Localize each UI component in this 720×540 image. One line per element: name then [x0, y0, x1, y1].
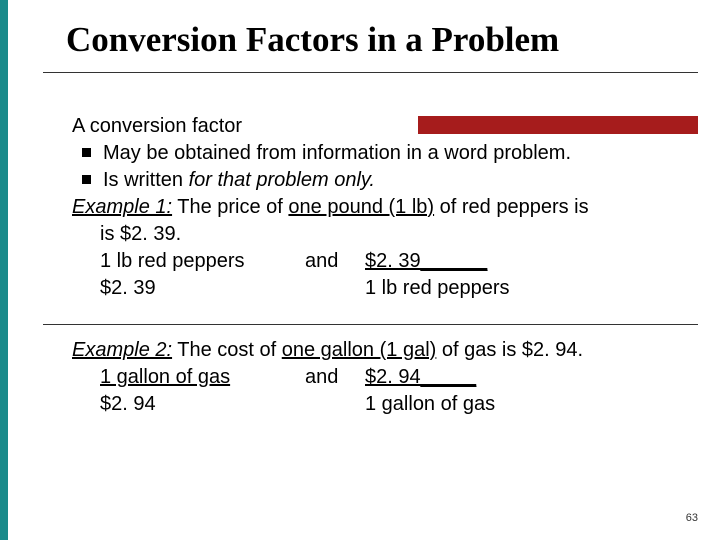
slide-number: 63 — [686, 512, 698, 524]
example-text: of red peppers is — [434, 196, 589, 218]
example-underlined: one gallon (1 gal) — [282, 339, 437, 361]
conversion-pair-row: 1 lb red peppers and $2. 39______ — [72, 248, 690, 275]
slide-title: Conversion Factors in a Problem — [8, 20, 720, 72]
example-label: Example 2: — [72, 339, 172, 361]
divider-rule — [43, 324, 698, 325]
slide: Conversion Factors in a Problem A conver… — [0, 0, 720, 540]
pair-and: and — [305, 248, 365, 275]
pair-spacer — [305, 275, 365, 302]
example-price-line: is $2. 39. — [72, 221, 690, 248]
bullet-item: Is written for that problem only. — [72, 167, 690, 194]
pair-spacer — [305, 391, 365, 418]
bullet-item: May be obtained from information in a wo… — [72, 140, 690, 167]
pair-top-left: 1 lb red peppers — [100, 248, 305, 275]
pair-bot-right: 1 gallon of gas — [365, 391, 495, 418]
pair-top-right: $2. 94_____ — [365, 364, 476, 391]
conversion-pair-row: 1 gallon of gas and $2. 94_____ — [72, 364, 690, 391]
example-text: The cost of — [172, 339, 282, 361]
example-text: The price of — [172, 196, 288, 218]
bullet-icon — [82, 148, 91, 157]
accent-bar — [418, 116, 698, 134]
bullet-text: Is written for that problem only. — [103, 167, 375, 194]
bullet-text: May be obtained from information in a wo… — [103, 140, 571, 167]
example-price: $2. 94. — [522, 339, 583, 361]
bullet-icon — [82, 175, 91, 184]
pair-top-left: 1 gallon of gas — [100, 364, 305, 391]
example-1: Example 1: The price of one pound (1 lb)… — [72, 194, 690, 221]
conversion-pair-row: $2. 94 1 gallon of gas — [72, 391, 690, 418]
bullet-text-plain: Is written — [103, 169, 189, 191]
pair-and: and — [305, 364, 365, 391]
example-text: of gas is — [436, 339, 522, 361]
example-2: Example 2: The cost of one gallon (1 gal… — [72, 337, 690, 364]
example-underlined: one pound (1 lb) — [288, 196, 434, 218]
conversion-pair-row: $2. 39 1 lb red peppers — [72, 275, 690, 302]
pair-bot-left: $2. 39 — [100, 275, 305, 302]
example-label: Example 1: — [72, 196, 172, 218]
example-price: $2. 39. — [120, 223, 181, 245]
pair-bot-right: 1 lb red peppers — [365, 275, 510, 302]
bullet-text-italic: for that problem only. — [189, 169, 375, 191]
example-text: is — [100, 223, 120, 245]
pair-top-right: $2. 39______ — [365, 248, 487, 275]
pair-bot-left: $2. 94 — [100, 391, 305, 418]
